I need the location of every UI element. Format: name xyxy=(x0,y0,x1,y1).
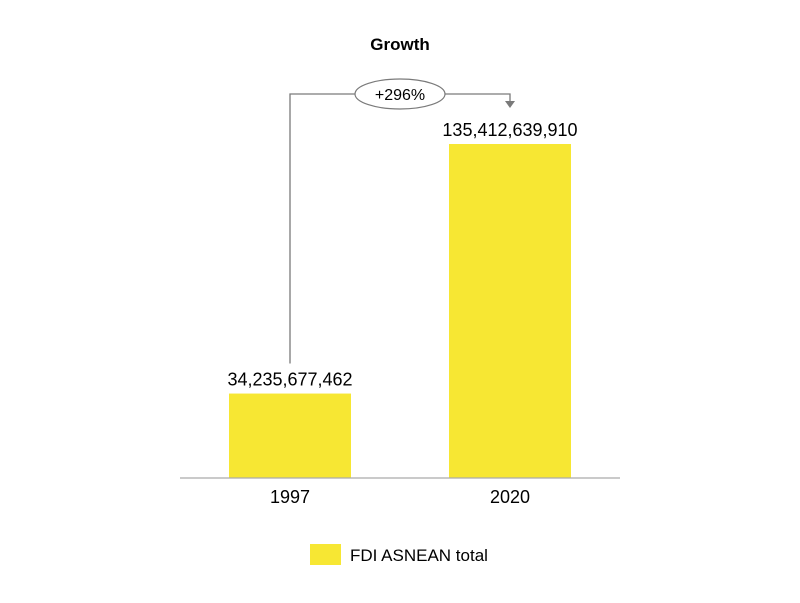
growth-badge xyxy=(354,78,446,110)
growth-annotation: +296% xyxy=(289,78,515,364)
bar-2020 xyxy=(449,144,571,478)
x-tick-label-1997: 1997 xyxy=(270,487,310,507)
data-label-2020: 135,412,639,910 xyxy=(442,120,577,140)
x-tick-label-2020: 2020 xyxy=(490,487,530,507)
legend: FDI ASNEAN total xyxy=(310,544,488,565)
legend-label: FDI ASNEAN total xyxy=(350,546,488,565)
growth-percentage: +296% xyxy=(375,87,425,104)
chart-title: Growth xyxy=(370,35,430,54)
bar-1997 xyxy=(229,393,351,478)
arrow-down-icon xyxy=(505,101,515,108)
data-label-1997: 34,235,677,462 xyxy=(227,370,352,390)
legend-swatch xyxy=(310,544,341,565)
